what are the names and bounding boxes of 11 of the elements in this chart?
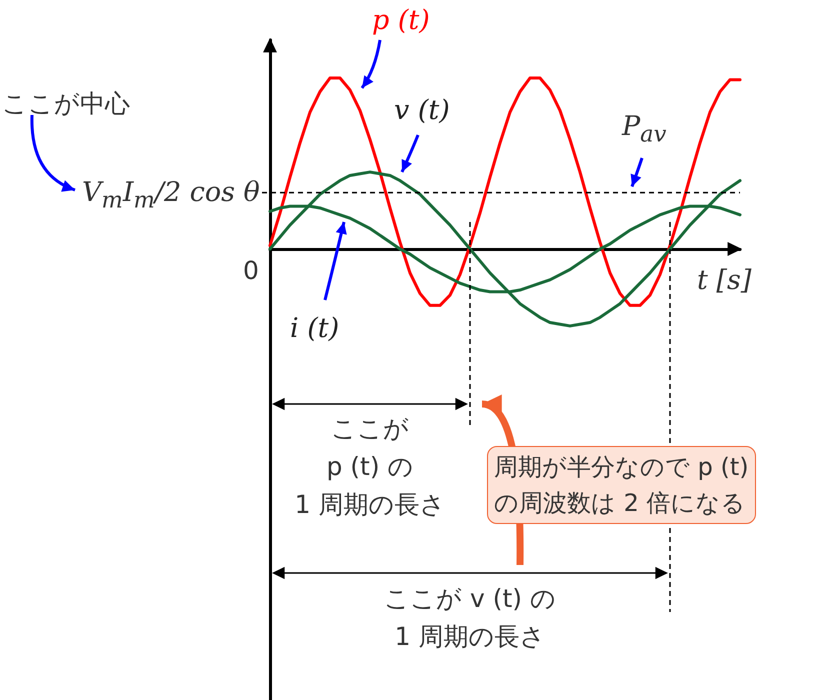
text: V$_{m}$I$_{m}$/2 cos θ: [82, 176, 260, 216]
ref-line-label: P$_{av}$: [622, 110, 666, 150]
text: ここが v (t) の 1 周期の長さ: [383, 583, 557, 653]
text: 0: [243, 255, 259, 287]
series-label: v (t): [394, 94, 450, 128]
text: ここが中心: [2, 88, 130, 120]
x-axis-title: t [s]: [697, 264, 752, 298]
text: 周期が半分なので p (t) の周波数は 2 倍になる: [487, 446, 756, 524]
text: i (t): [290, 312, 340, 346]
series-label: p (t): [372, 4, 430, 38]
text: ここが p (t) の 1 周期の長さ: [294, 413, 446, 521]
